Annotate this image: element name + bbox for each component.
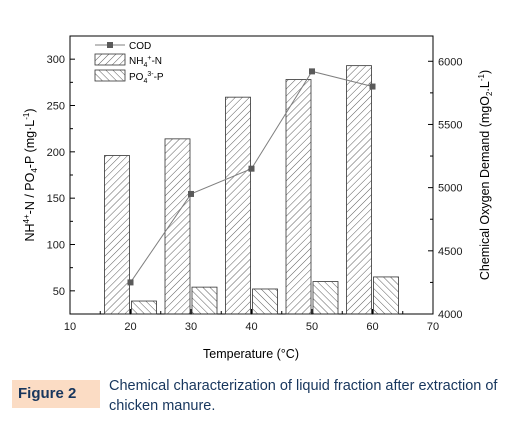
right-tick-label-4000: 4000 — [438, 309, 462, 321]
bar-po4-20 — [131, 300, 157, 315]
cod-line-layer — [127, 68, 376, 286]
figure-caption-text: Chemical characterization of liquid frac… — [109, 378, 498, 414]
left-tick-label-50: 50 — [53, 286, 65, 298]
right-tick-label-6000: 6000 — [438, 56, 462, 68]
cod-point-30 — [188, 190, 194, 197]
x-tick-label-50: 50 — [306, 321, 318, 333]
legend-cod-marker — [107, 42, 113, 48]
right-axis-ticks: 4000 4500 5000 5500 6000 — [428, 56, 462, 321]
x-tick-label-60: 60 — [366, 321, 378, 333]
left-tick-label-150: 150 — [47, 193, 65, 205]
x-tick-label-20: 20 — [124, 321, 136, 333]
right-tick-label-4500: 4500 — [438, 246, 462, 258]
bars-layer — [104, 65, 399, 315]
legend-label-nh4: NH4+-N — [129, 55, 162, 69]
bar-po4-60 — [373, 276, 399, 315]
legend-po4-swatch — [94, 69, 126, 82]
bar-nh4-60 — [346, 65, 372, 315]
figure-label: Figure 2 — [12, 380, 100, 408]
right-axis-label: Chemical Oxygen Demand (mgO2.L-1) — [477, 70, 494, 280]
bar-po4-50 — [312, 281, 339, 315]
bar-nh4-40 — [225, 96, 251, 315]
legend-nh4-swatch — [94, 53, 126, 66]
cod-point-20 — [127, 279, 134, 286]
left-tick-label-300: 300 — [47, 54, 65, 66]
figure-caption: Figure 2 Chemical characterization of li… — [12, 376, 517, 422]
left-tick-label-200: 200 — [47, 147, 65, 159]
legend-item-nh4: NH4+-N — [94, 53, 162, 69]
bar-nh4-50 — [285, 79, 312, 315]
right-tick-label-5000: 5000 — [438, 183, 462, 195]
legend-item-po4: PO43--P — [94, 69, 164, 85]
left-axis-ticks: 50 100 150 200 250 300 — [47, 54, 75, 298]
legend: COD NH4+-N PO43--P — [94, 41, 164, 85]
right-tick-label-5500: 5500 — [438, 119, 462, 131]
bar-nh4-20 — [104, 155, 130, 315]
left-tick-label-250: 250 — [47, 101, 65, 113]
x-tick-label-10: 10 — [64, 321, 76, 333]
cod-point-60 — [369, 83, 376, 90]
left-tick-label-100: 100 — [47, 240, 65, 252]
x-tick-label-40: 40 — [245, 321, 257, 333]
chart: 10 20 30 40 50 60 70 50 100 150 200 250 300 4000 450… — [22, 35, 494, 361]
bar-po4-40 — [252, 288, 278, 315]
left-axis-label: NH4+-N / PO4-P (mg·L-1) — [22, 109, 39, 242]
legend-label-po4: PO43--P — [129, 71, 164, 85]
cod-point-50 — [309, 68, 315, 75]
x-tick-label-70: 70 — [427, 321, 439, 333]
x-tick-label-30: 30 — [185, 321, 197, 333]
cod-point-40 — [248, 165, 255, 172]
x-axis-label: Temperature (°C) — [203, 347, 299, 361]
legend-item-cod: COD — [95, 41, 151, 52]
bar-po4-30 — [191, 286, 218, 315]
legend-label-cod: COD — [129, 41, 151, 52]
x-axis-ticks: 10 20 30 40 50 60 70 — [64, 309, 439, 333]
